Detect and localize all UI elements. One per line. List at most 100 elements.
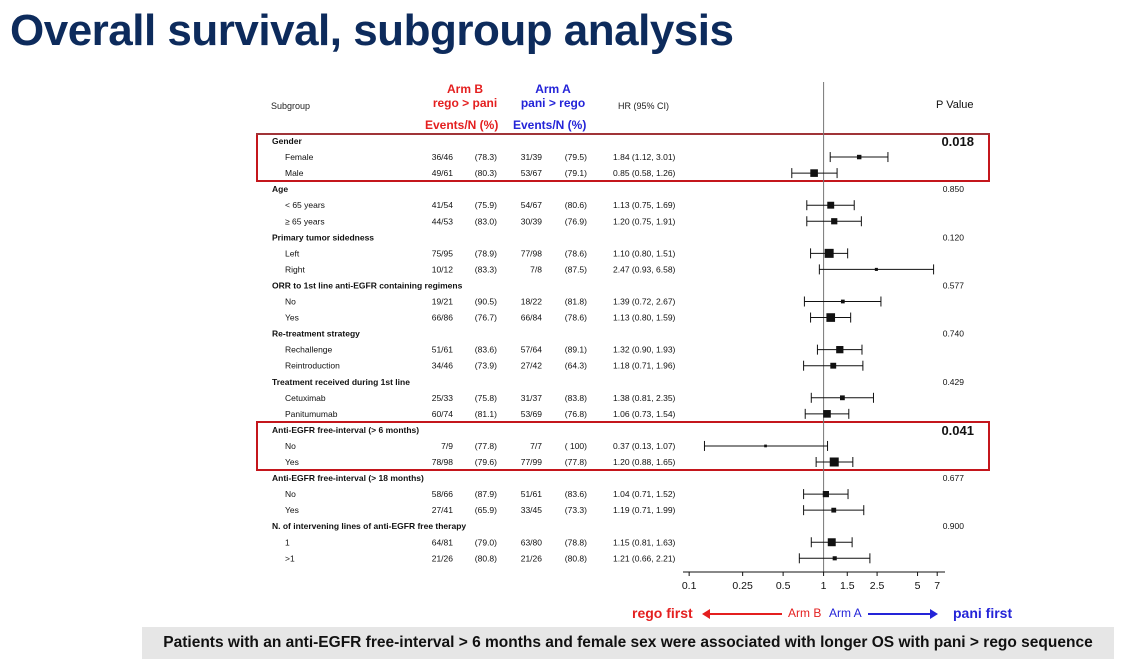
row-label: Cetuximab — [285, 393, 326, 403]
p-value: 0.740 — [943, 329, 965, 339]
x-tick-label: 5 — [915, 580, 921, 592]
row-label: Yes — [285, 457, 299, 467]
hr-point — [827, 201, 835, 209]
x-tick-label: 2.5 — [870, 580, 885, 592]
hr-ci-text: 1.13 (0.75, 1.69) — [613, 200, 676, 210]
highlight-box-free-interval-6m — [256, 421, 990, 471]
p-value: 0.429 — [943, 377, 965, 387]
arm-a-pct: (83.8) — [565, 393, 587, 403]
arm-b-events: 27/41 — [432, 505, 454, 515]
x-tick-label: 0.25 — [732, 580, 753, 592]
arm-a-events: 31/37 — [521, 393, 543, 403]
arm-a-events: 63/80 — [521, 537, 543, 547]
arm-a-events: 7/7 — [530, 441, 542, 451]
conclusion-banner: Patients with an anti-EGFR free-interval… — [142, 627, 1114, 659]
hr-ci-header: HR (95% CI) — [618, 101, 670, 111]
arrow-left-head — [702, 609, 710, 619]
arm-b-events: 49/61 — [432, 168, 454, 178]
hr-ci-text: 0.37 (0.13, 1.07) — [613, 441, 676, 451]
arm-b-pct: (83.6) — [475, 345, 497, 355]
forest-plot: Gender 0.018 Female 36/46 (78.3) 31/39 (79.5) 1… — [256, 82, 990, 592]
hr-point — [830, 362, 837, 369]
arm-a-pct: (76.9) — [565, 216, 587, 226]
arm-a-pct: (79.1) — [565, 168, 587, 178]
hr-point — [826, 313, 836, 322]
group-label: Age — [272, 184, 288, 194]
arm-a-pct: (78.8) — [565, 537, 587, 547]
hr-ci-text: 1.06 (0.73, 1.54) — [613, 409, 676, 419]
group-label: Anti-EGFR free-interval (> 18 months) — [272, 473, 424, 483]
arm-a-events: 77/99 — [521, 457, 543, 467]
hr-point — [810, 169, 818, 177]
arm-b-pct: (80.8) — [475, 553, 497, 563]
arm-b-events: 78/98 — [432, 457, 454, 467]
x-tick-label: 1 — [821, 580, 827, 592]
arm-b-events: 51/61 — [432, 345, 454, 355]
arm-a-pct: (76.8) — [565, 409, 587, 419]
row-label: Yes — [285, 313, 299, 323]
hr-point — [840, 299, 845, 304]
arm-a-sequence: pani > rego — [520, 96, 586, 110]
p-value: 0.677 — [943, 473, 965, 483]
arm-b-events: 64/81 — [432, 537, 454, 547]
arm-a-pct: (83.6) — [565, 489, 587, 499]
hr-point — [831, 218, 838, 225]
arm-b-events: 10/12 — [432, 264, 454, 274]
arm-b-pct: (79.0) — [475, 537, 497, 547]
p-value: 0.041 — [941, 423, 974, 438]
arm-a-pct: (78.6) — [565, 313, 587, 323]
arm-b-events: 36/46 — [432, 152, 454, 162]
arm-b-pct: (77.8) — [475, 441, 497, 451]
subgroup-header: Subgroup — [271, 101, 311, 111]
arm-b-mini-label: Arm B — [788, 606, 822, 620]
pani-first-label: pani first — [953, 605, 1013, 621]
group-label: Re-treatment strategy — [272, 329, 360, 339]
hr-ci-text: 1.32 (0.90, 1.93) — [613, 345, 676, 355]
arm-b-pct: (87.9) — [475, 489, 497, 499]
arm-b-events: 58/66 — [432, 489, 454, 499]
arm-a-events: 77/98 — [521, 248, 543, 258]
arm-b-pct: (80.3) — [475, 168, 497, 178]
p-value-header: P Value — [936, 99, 974, 111]
arm-a-events: 51/61 — [521, 489, 543, 499]
arm-b-events: 34/46 — [432, 361, 454, 371]
row-label: Rechallenge — [285, 345, 333, 355]
arm-a-events: 57/64 — [521, 345, 543, 355]
p-value: 0.018 — [941, 134, 974, 149]
hr-ci-text: 1.15 (0.81, 1.63) — [613, 537, 676, 547]
arm-a-events: 7/8 — [530, 264, 542, 274]
row-label: Male — [285, 168, 304, 178]
hr-point — [839, 395, 845, 401]
hr-point — [832, 556, 837, 561]
hr-ci-text: 1.13 (0.80, 1.59) — [613, 313, 676, 323]
hr-ci-text: 1.20 (0.88, 1.65) — [613, 457, 676, 467]
arm-b-pct: (65.9) — [475, 505, 497, 515]
group-label: Primary tumor sidedness — [272, 232, 374, 242]
arm-b-events: 75/95 — [432, 248, 454, 258]
arm-b-pct: (78.3) — [475, 152, 497, 162]
events-a-header: Events/N (%) — [513, 118, 587, 132]
row-label: No — [285, 489, 296, 499]
arm-b-events: 25/33 — [432, 393, 454, 403]
x-tick-label: 0.1 — [682, 580, 697, 592]
row-label: ≥ 65 years — [285, 216, 325, 226]
arm-b-sequence: rego > pani — [432, 96, 498, 110]
row-label: < 65 years — [285, 200, 325, 210]
arm-a-pct: (79.5) — [565, 152, 587, 162]
arm-a-events: 30/39 — [521, 216, 543, 226]
hr-ci-text: 2.47 (0.93, 6.58) — [613, 264, 676, 274]
p-value: 0.900 — [943, 521, 965, 531]
arm-b-events: 60/74 — [432, 409, 454, 419]
arm-b-pct: (81.1) — [475, 409, 497, 419]
page-title: Overall survival, subgroup analysis — [10, 6, 734, 55]
events-b-header: Events/N (%) — [425, 118, 499, 132]
arm-b-label: Arm B — [446, 82, 483, 96]
arm-a-events: 18/22 — [521, 297, 543, 307]
arm-a-label: Arm A — [535, 82, 571, 96]
hr-ci-text: 1.21 (0.66, 2.21) — [613, 553, 676, 563]
arm-b-events: 21/26 — [432, 553, 454, 563]
arm-b-pct: (78.9) — [475, 248, 497, 258]
hr-point — [831, 507, 837, 513]
x-tick-label: 0.5 — [776, 580, 791, 592]
arm-b-pct: (75.8) — [475, 393, 497, 403]
